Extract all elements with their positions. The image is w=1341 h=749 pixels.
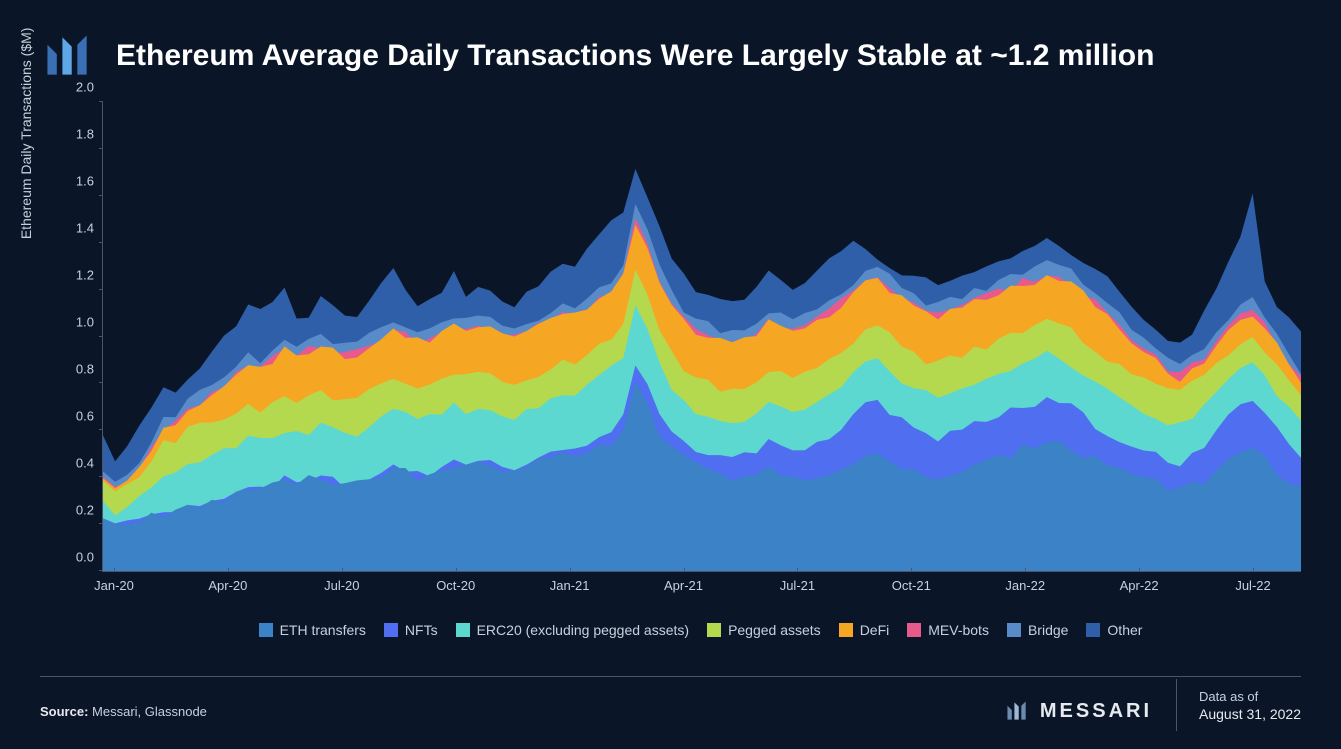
x-tick: Jul-20 [324, 578, 359, 593]
x-tick: Oct-21 [892, 578, 931, 593]
legend-label: Bridge [1028, 622, 1068, 638]
y-tick: 1.2 [76, 268, 94, 283]
x-tick: Jan-21 [550, 578, 590, 593]
legend-label: MEV-bots [928, 622, 989, 638]
y-tick: 0.4 [76, 456, 94, 471]
x-tick: Apr-20 [208, 578, 247, 593]
plot-area [102, 102, 1301, 572]
legend-swatch [259, 623, 273, 637]
messari-logo-icon [1004, 698, 1030, 724]
legend-item: DeFi [839, 622, 890, 638]
chart-area: Ethereum Daily Transactions ($M) 0.00.20… [40, 102, 1301, 612]
legend-swatch [707, 623, 721, 637]
y-tick: 0.0 [76, 550, 94, 565]
footer-brand: MESSARI [1004, 698, 1176, 724]
legend-item: ETH transfers [259, 622, 366, 638]
legend-label: DeFi [860, 622, 890, 638]
y-tick: 1.8 [76, 127, 94, 142]
legend: ETH transfers NFTs ERC20 (excluding pegged… [100, 622, 1301, 638]
legend-label: Other [1107, 622, 1142, 638]
source-attribution: Source: Messari, Glassnode [40, 704, 207, 719]
x-tick: Jul-21 [780, 578, 815, 593]
x-tick: Apr-22 [1120, 578, 1159, 593]
y-axis-label: Ethereum Daily Transactions ($M) [18, 28, 34, 240]
legend-item: Other [1086, 622, 1142, 638]
y-tick: 2.0 [76, 80, 94, 95]
footer-brand-text: MESSARI [1040, 700, 1152, 723]
legend-item: ERC20 (excluding pegged assets) [456, 622, 689, 638]
legend-swatch [907, 623, 921, 637]
x-tick: Jan-20 [94, 578, 134, 593]
data-as-of: Data as of August 31, 2022 [1176, 679, 1301, 731]
legend-swatch [384, 623, 398, 637]
x-tick: Oct-20 [436, 578, 475, 593]
legend-label: NFTs [405, 622, 438, 638]
legend-item: Bridge [1007, 622, 1068, 638]
messari-logo-icon [40, 28, 96, 84]
y-tick: 1.0 [76, 315, 94, 330]
x-tick: Jan-22 [1005, 578, 1045, 593]
legend-swatch [1007, 623, 1021, 637]
legend-swatch [839, 623, 853, 637]
y-tick: 0.6 [76, 409, 94, 424]
x-tick: Apr-21 [664, 578, 703, 593]
y-tick: 0.8 [76, 362, 94, 377]
legend-item: MEV-bots [907, 622, 989, 638]
x-tick: Jul-22 [1235, 578, 1270, 593]
legend-label: Pegged assets [728, 622, 821, 638]
chart-title: Ethereum Average Daily Transactions Were… [116, 38, 1154, 74]
footer: Source: Messari, Glassnode MESSARI Data … [40, 676, 1301, 731]
y-tick: 0.2 [76, 503, 94, 518]
legend-item: NFTs [384, 622, 438, 638]
legend-label: ETH transfers [280, 622, 366, 638]
legend-swatch [1086, 623, 1100, 637]
legend-label: ERC20 (excluding pegged assets) [477, 622, 689, 638]
y-tick: 1.4 [76, 221, 94, 236]
legend-swatch [456, 623, 470, 637]
y-tick: 1.6 [76, 174, 94, 189]
legend-item: Pegged assets [707, 622, 821, 638]
